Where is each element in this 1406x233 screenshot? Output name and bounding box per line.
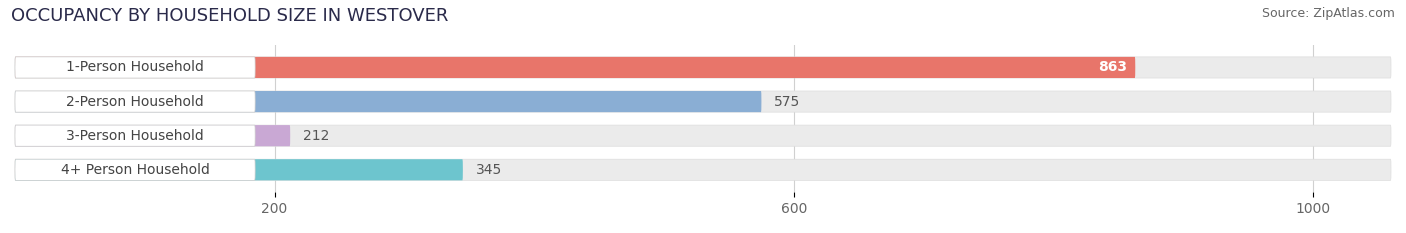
FancyBboxPatch shape — [15, 125, 254, 146]
Text: Source: ZipAtlas.com: Source: ZipAtlas.com — [1261, 7, 1395, 20]
FancyBboxPatch shape — [15, 91, 254, 112]
FancyBboxPatch shape — [15, 125, 1391, 146]
FancyBboxPatch shape — [15, 159, 1391, 180]
Text: OCCUPANCY BY HOUSEHOLD SIZE IN WESTOVER: OCCUPANCY BY HOUSEHOLD SIZE IN WESTOVER — [11, 7, 449, 25]
FancyBboxPatch shape — [15, 159, 463, 180]
FancyBboxPatch shape — [15, 57, 1135, 78]
FancyBboxPatch shape — [15, 91, 1391, 112]
Text: 212: 212 — [304, 129, 329, 143]
Text: 3-Person Household: 3-Person Household — [66, 129, 204, 143]
FancyBboxPatch shape — [15, 57, 1391, 78]
Text: 575: 575 — [775, 95, 800, 109]
FancyBboxPatch shape — [15, 57, 254, 78]
Text: 1-Person Household: 1-Person Household — [66, 60, 204, 75]
FancyBboxPatch shape — [15, 125, 290, 146]
Text: 2-Person Household: 2-Person Household — [66, 95, 204, 109]
FancyBboxPatch shape — [15, 159, 254, 180]
Text: 863: 863 — [1098, 60, 1128, 75]
Text: 345: 345 — [475, 163, 502, 177]
FancyBboxPatch shape — [15, 91, 762, 112]
Text: 4+ Person Household: 4+ Person Household — [60, 163, 209, 177]
